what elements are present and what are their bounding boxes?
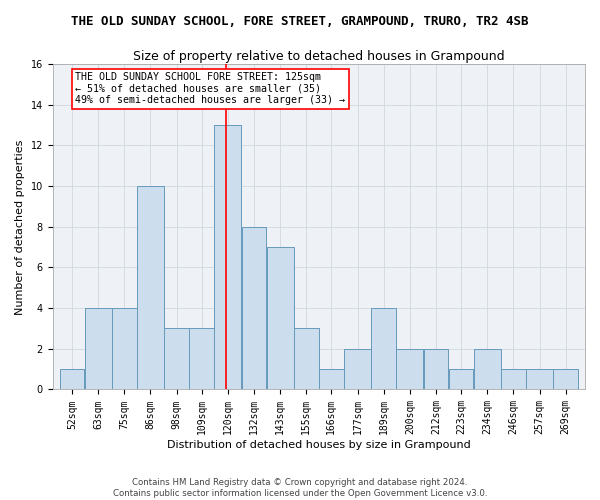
Y-axis label: Number of detached properties: Number of detached properties xyxy=(15,139,25,314)
Text: THE OLD SUNDAY SCHOOL FORE STREET: 125sqm
← 51% of detached houses are smaller (: THE OLD SUNDAY SCHOOL FORE STREET: 125sq… xyxy=(76,72,346,106)
Bar xyxy=(190,328,214,390)
Bar xyxy=(85,308,112,390)
Bar xyxy=(397,349,423,390)
X-axis label: Distribution of detached houses by size in Grampound: Distribution of detached houses by size … xyxy=(167,440,471,450)
Bar xyxy=(112,308,137,390)
Bar xyxy=(319,369,344,390)
Text: THE OLD SUNDAY SCHOOL, FORE STREET, GRAMPOUND, TRURO, TR2 4SB: THE OLD SUNDAY SCHOOL, FORE STREET, GRAM… xyxy=(71,15,529,28)
Text: Contains HM Land Registry data © Crown copyright and database right 2024.
Contai: Contains HM Land Registry data © Crown c… xyxy=(113,478,487,498)
Bar xyxy=(501,369,526,390)
Bar xyxy=(242,227,266,390)
Bar xyxy=(344,349,371,390)
Title: Size of property relative to detached houses in Grampound: Size of property relative to detached ho… xyxy=(133,50,505,63)
Bar xyxy=(424,349,448,390)
Bar xyxy=(294,328,319,390)
Bar xyxy=(164,328,189,390)
Bar xyxy=(553,369,578,390)
Bar xyxy=(526,369,553,390)
Bar xyxy=(137,186,164,390)
Bar xyxy=(474,349,500,390)
Bar xyxy=(214,125,241,390)
Bar xyxy=(371,308,396,390)
Bar xyxy=(60,369,84,390)
Bar xyxy=(449,369,473,390)
Bar xyxy=(267,247,293,390)
